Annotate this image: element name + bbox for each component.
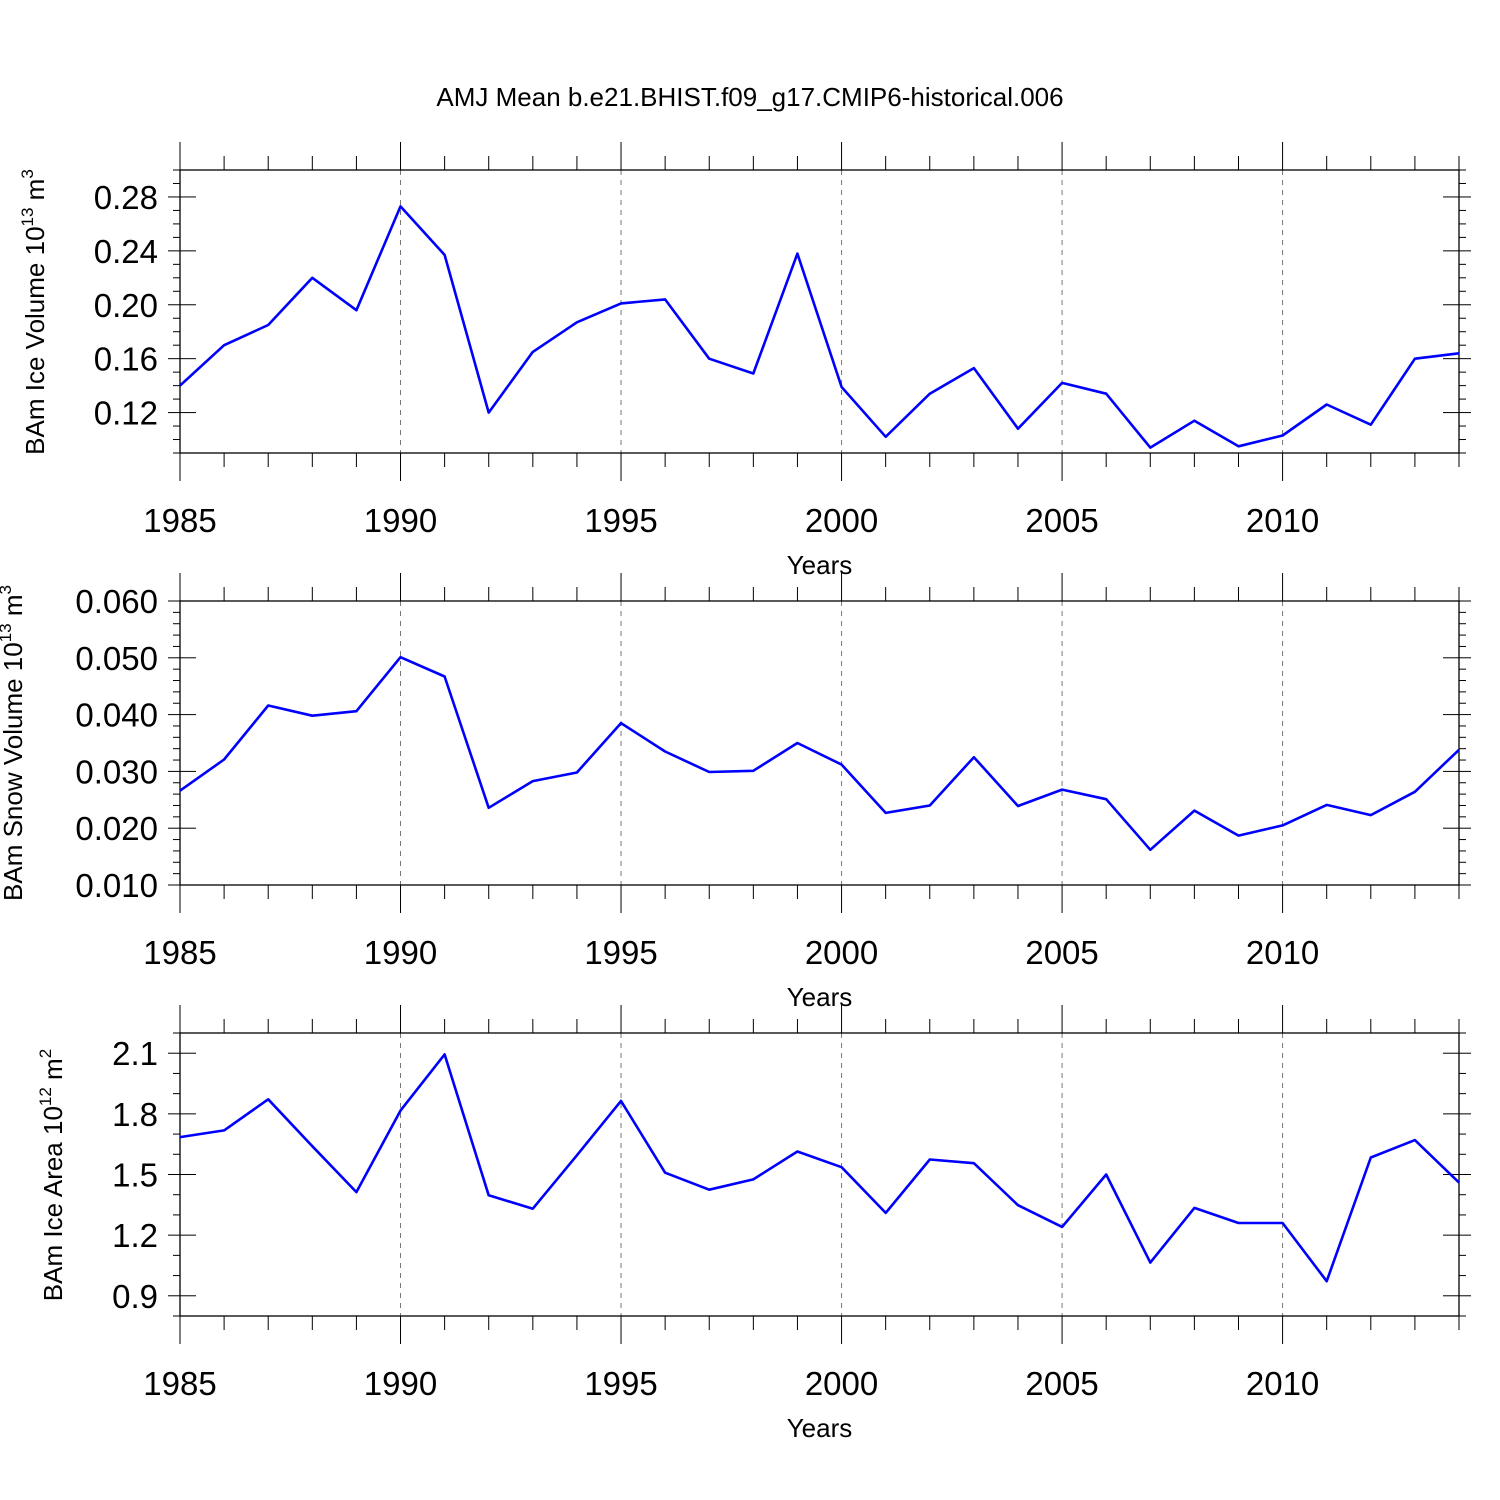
panel-3: 1985 1990 1995 2000 2005 2010 Years 0.9 1.2 1.5 1.… — [36, 1005, 1471, 1443]
y-tick-label: 0.040 — [75, 697, 158, 734]
figure-title: AMJ Mean b.e21.BHIST.f09_g17.CMIP6-histo… — [436, 82, 1063, 112]
y-tick-label: 0.12 — [94, 395, 158, 432]
x-tick-label: 1990 — [364, 934, 437, 971]
x-tick-label: 2000 — [805, 502, 878, 539]
panel-2: 1985 1990 1995 2000 2005 2010 Years 0.010 0.020 0… — [0, 573, 1471, 1012]
y-tick-label: 0.24 — [94, 233, 158, 270]
x-tick-label: 1995 — [584, 1365, 657, 1402]
x-tick-label: 2010 — [1246, 1365, 1319, 1402]
plot-frame — [179, 1032, 1460, 1317]
y-tick-label: 1.5 — [112, 1157, 158, 1194]
x-tick-label: 1995 — [584, 502, 657, 539]
y-tick-label: 0.9 — [112, 1278, 158, 1315]
y-tick-label: 1.2 — [112, 1217, 158, 1254]
plot-frame — [179, 169, 1460, 454]
x-tick-label: 1990 — [364, 1365, 437, 1402]
x-tick-label: 2005 — [1025, 502, 1098, 539]
plot-frame — [179, 600, 1460, 886]
panel-1: 1985 1990 1995 2000 2005 2010 Years 0.12 0.16 0.2… — [18, 142, 1471, 580]
x-tick-label: 1990 — [364, 502, 437, 539]
series-line — [179, 1053, 1460, 1283]
x-axis-label: Years — [787, 982, 853, 1012]
x-tick-label: 1985 — [143, 1365, 216, 1402]
y-tick-label: 0.010 — [75, 867, 158, 904]
y-tick-label: 0.16 — [94, 341, 158, 378]
y-tick-label: 0.20 — [94, 287, 158, 324]
x-axis-label: Years — [787, 550, 853, 580]
y-axis-label: BAm Ice Area 1012 m2 — [36, 1049, 68, 1301]
y-tick-label: 2.1 — [112, 1035, 158, 1072]
y-tick-label: 0.28 — [94, 179, 158, 216]
y-tick-label: 1.8 — [112, 1096, 158, 1133]
y-axis-label: BAm Ice Volume 1013 m3 — [18, 169, 50, 455]
y-tick-label: 0.050 — [75, 640, 158, 677]
x-tick-label: 1985 — [143, 934, 216, 971]
x-tick-label: 2005 — [1025, 934, 1098, 971]
x-tick-label: 2010 — [1246, 934, 1319, 971]
x-tick-label: 2000 — [805, 934, 878, 971]
x-tick-label: 1995 — [584, 934, 657, 971]
x-tick-label: 1985 — [143, 502, 216, 539]
series-line — [179, 205, 1460, 449]
series-line — [179, 655, 1460, 852]
x-axis-label: Years — [787, 1413, 853, 1443]
y-tick-label: 0.030 — [75, 753, 158, 790]
x-tick-label: 2010 — [1246, 502, 1319, 539]
x-tick-label: 2005 — [1025, 1365, 1098, 1402]
y-axis-label: BAm Snow Volume 1013 m3 — [0, 585, 28, 901]
x-tick-label: 2000 — [805, 1365, 878, 1402]
y-tick-label: 0.060 — [75, 583, 158, 620]
y-tick-label: 0.020 — [75, 810, 158, 847]
